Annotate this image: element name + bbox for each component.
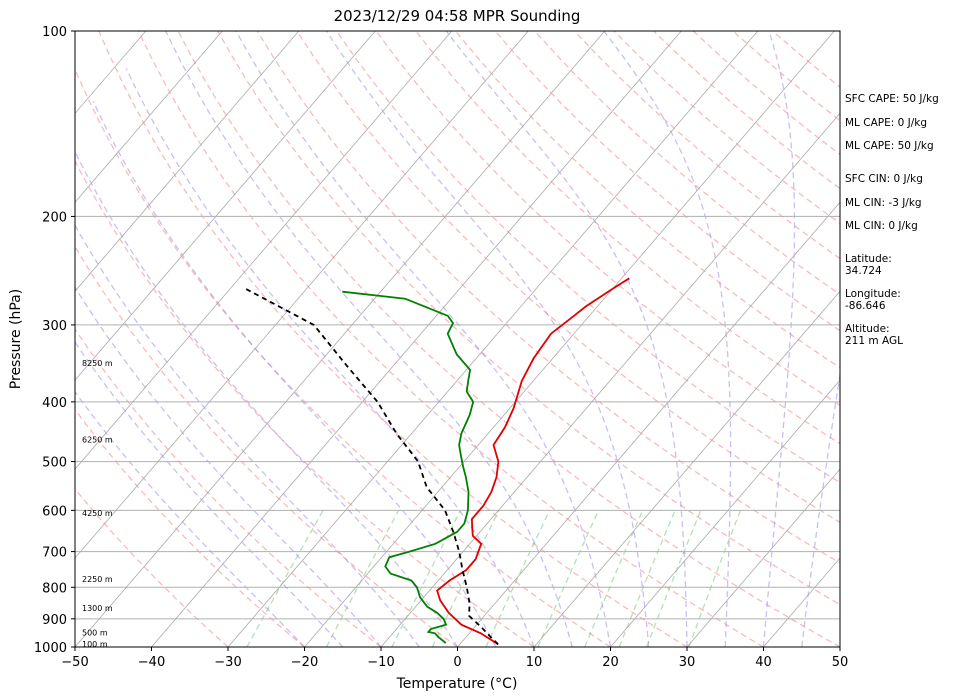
- x-axis-ticks: −50 −40 −30 −20 −10 0 10 20 30 40 50: [61, 647, 848, 670]
- plot-frame: [74, 30, 841, 648]
- y-tick-label-1: 200: [42, 210, 67, 225]
- x-tick-label-6: 10: [526, 655, 543, 670]
- moist-adiabat-3: [75, 224, 420, 647]
- isotherm-line-8: [75, 31, 453, 470]
- isotherm-line-7: [75, 31, 376, 381]
- y-tick-label-4: 500: [42, 456, 67, 471]
- x-tick-label-10: 50: [832, 655, 849, 670]
- height-label-3: 2250 m: [82, 575, 113, 584]
- moist-adiabat-9: [326, 31, 650, 647]
- grid-lines: [75, 31, 840, 647]
- y-tick-label-5: 600: [42, 504, 67, 519]
- mixing-ratio-line-9: [688, 510, 742, 647]
- mixing-ratio-line-1: [325, 509, 400, 647]
- isotherm-line-9: [75, 31, 529, 559]
- sfc-cin-text: SFC CIN: 0 J/kg: [845, 173, 923, 185]
- moist-adiabat-1: [75, 341, 344, 647]
- y-tick-label-9: 1000: [34, 641, 67, 656]
- x-tick-label-9: 40: [755, 655, 772, 670]
- moist-adiabat-13: [801, 370, 840, 647]
- x-tick-label-0: −50: [61, 655, 88, 670]
- moist-adiabat-10: [445, 31, 688, 647]
- dry-adiabat-0: [75, 487, 229, 647]
- y-tick-label-8: 900: [42, 613, 67, 628]
- x-tick-label-4: −10: [367, 655, 394, 670]
- y-axis-ticks: 100 200 300 400 500 600 700 800 900 1000: [34, 25, 75, 656]
- height-label-1: 500 m: [82, 628, 108, 637]
- y-tick-label-7: 800: [42, 581, 67, 596]
- ml-cin-text-2: ML CIN: 0 J/kg: [845, 220, 918, 232]
- ml-cape-text-1: ML CAPE: 0 J/kg: [845, 117, 928, 129]
- x-tick-label-5: 0: [453, 655, 461, 670]
- isotherm-line-13: [304, 31, 835, 647]
- moist-adiabat-11: [603, 31, 732, 647]
- height-label-4: 4250 m: [82, 509, 113, 518]
- data-lines: [245, 277, 630, 646]
- dry-adiabat-7: [137, 31, 764, 647]
- dry-adiabat-6: [98, 31, 688, 647]
- x-tick-label-7: 20: [602, 655, 619, 670]
- x-tick-label-3: −20: [291, 655, 318, 670]
- x-tick-label-1: −40: [138, 655, 165, 670]
- height-label-5: 6250 m: [82, 435, 113, 444]
- dry-adiabat-4: [75, 159, 535, 647]
- parcel-path-line: [245, 287, 499, 645]
- moist-adiabat-12: [762, 31, 796, 647]
- x-tick-label-8: 30: [679, 655, 696, 670]
- isotherm-line-12: [227, 31, 759, 647]
- longitude-text: Longitude: -86.646: [845, 288, 901, 312]
- height-label-2: 1300 m: [82, 604, 113, 613]
- isotherm-line-10: [75, 31, 606, 647]
- dry-adiabat-15: [454, 31, 840, 369]
- mixing-ratio-line-5: [537, 510, 600, 647]
- y-tick-label-6: 700: [42, 546, 67, 561]
- ml-cape-text-2: ML CAPE: 50 J/kg: [845, 140, 934, 152]
- isotherm-line-17: [610, 379, 840, 647]
- x-axis-label: Temperature (°C): [396, 676, 518, 692]
- isotherm-line-15: [457, 201, 840, 647]
- moist-adiabat-5: [92, 100, 497, 647]
- dry-adiabat-1: [75, 408, 305, 647]
- dry-adiabat-14: [415, 31, 840, 407]
- dry-adiabat-3: [75, 245, 458, 647]
- height-labels: 100 m 500 m 1300 m 2250 m 4250 m 6250 m 8250 m: [82, 359, 113, 649]
- dry-adiabat-9: [217, 31, 840, 606]
- mixing-ratio-line-4: [485, 510, 551, 647]
- y-tick-label-0: 100: [42, 25, 67, 40]
- altitude-text: Altitude: 211 m AGL: [845, 323, 903, 347]
- dry-adiabat-16: [494, 31, 840, 332]
- moist-adiabat-8: [235, 31, 612, 647]
- isotherm-line-11: [151, 31, 682, 647]
- mixing-ratio-line-8: [645, 510, 702, 647]
- dry-adiabat-8: [177, 31, 840, 647]
- moist-adiabat-6: [125, 68, 535, 647]
- isotherm-line-16: [533, 290, 840, 647]
- sfc-cape-text: SFC CAPE: 50 J/kg: [845, 93, 939, 105]
- height-label-6: 8250 m: [82, 359, 113, 368]
- isotherm-line-18: [686, 468, 840, 647]
- chart-title: 2023/12/29 04:58 MPR Sounding: [334, 7, 581, 25]
- y-tick-label-2: 300: [42, 319, 67, 334]
- isotherm-line-5: [75, 31, 223, 203]
- x-tick-label-2: −30: [214, 655, 241, 670]
- dewpoint-line: [342, 290, 475, 644]
- mixing-ratio-line-2: [391, 510, 462, 647]
- moist-adiabat-4: [75, 150, 459, 647]
- isotherm-line-14: [380, 112, 840, 647]
- height-label-0: 100 m: [82, 640, 108, 649]
- moist-adiabat-7: [165, 31, 573, 647]
- mixing-ratio-line-0: [246, 509, 324, 647]
- mixing-ratio-line-3: [431, 510, 500, 647]
- isotherm-line-6: [75, 31, 300, 292]
- y-tick-label-3: 400: [42, 396, 67, 411]
- latitude-text: Latitude: 34.724: [845, 253, 892, 277]
- temperature-line: [436, 277, 630, 646]
- dry-adiabat-5: [75, 67, 611, 647]
- y-axis-label: Pressure (hPa): [8, 289, 24, 389]
- ml-cin-text-1: ML CIN: -3 J/kg: [845, 197, 922, 209]
